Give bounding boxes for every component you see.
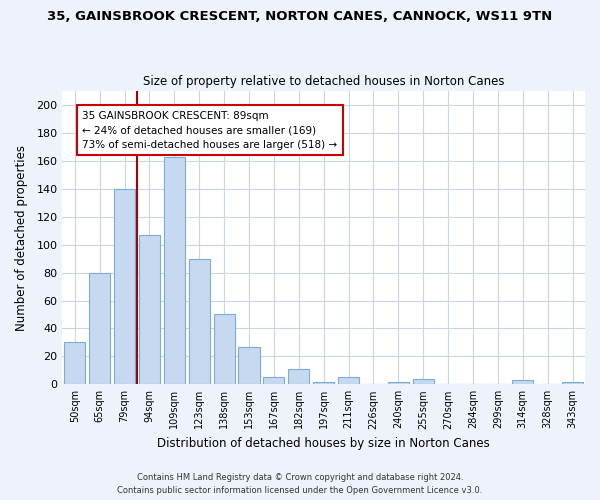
Bar [64, 342, 85, 384]
Bar [214, 314, 235, 384]
Y-axis label: Number of detached properties: Number of detached properties [15, 144, 28, 330]
Bar [238, 346, 260, 385]
Bar [338, 378, 359, 384]
Bar [512, 380, 533, 384]
Text: 35 GAINSBROOK CRESCENT: 89sqm
← 24% of detached houses are smaller (169)
73% of : 35 GAINSBROOK CRESCENT: 89sqm ← 24% of d… [82, 110, 337, 150]
Bar [263, 378, 284, 384]
Bar [188, 258, 210, 384]
Bar [413, 378, 434, 384]
Bar [388, 382, 409, 384]
Bar [164, 156, 185, 384]
Bar [114, 189, 135, 384]
Bar [288, 369, 310, 384]
X-axis label: Distribution of detached houses by size in Norton Canes: Distribution of detached houses by size … [157, 437, 490, 450]
Bar [313, 382, 334, 384]
Text: 35, GAINSBROOK CRESCENT, NORTON CANES, CANNOCK, WS11 9TN: 35, GAINSBROOK CRESCENT, NORTON CANES, C… [47, 10, 553, 23]
Title: Size of property relative to detached houses in Norton Canes: Size of property relative to detached ho… [143, 76, 505, 88]
Bar [139, 235, 160, 384]
Text: Contains HM Land Registry data © Crown copyright and database right 2024.
Contai: Contains HM Land Registry data © Crown c… [118, 474, 482, 495]
Bar [562, 382, 583, 384]
Bar [89, 272, 110, 384]
